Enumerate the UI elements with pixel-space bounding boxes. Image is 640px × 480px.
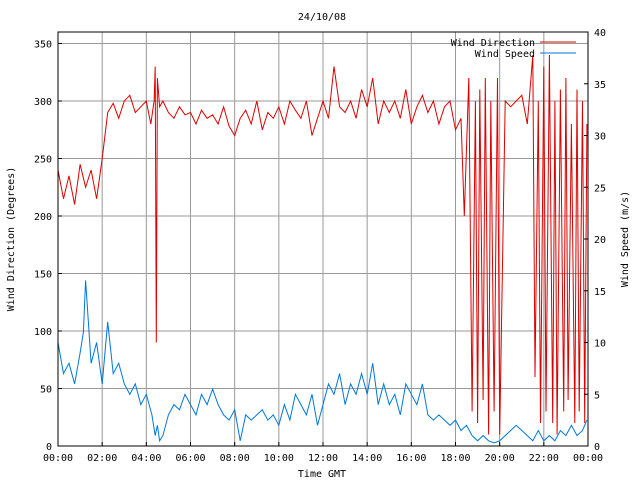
x-tick-label: 06:00 bbox=[175, 453, 205, 464]
y-right-tick-label: 35 bbox=[594, 80, 606, 91]
series-layer bbox=[57, 54, 588, 444]
x-tick-label: 16:00 bbox=[396, 453, 426, 464]
chart-title: 24/10/08 bbox=[298, 12, 346, 23]
x-tick-label: 22:00 bbox=[529, 453, 559, 464]
x-tick-label: 12:00 bbox=[308, 453, 338, 464]
x-tick-label: 02:00 bbox=[87, 453, 117, 464]
x-tick-label: 04:00 bbox=[131, 453, 161, 464]
grid bbox=[58, 32, 588, 446]
legend-label: Wind Speed bbox=[475, 49, 535, 60]
y-axis-left-label: Wind Direction (Degrees) bbox=[6, 167, 17, 312]
y-left-tick-label: 350 bbox=[34, 40, 52, 51]
y-right-tick-label: 0 bbox=[594, 442, 600, 453]
series-line-wind-speed bbox=[57, 280, 588, 444]
y-right-tick-label: 15 bbox=[594, 287, 606, 298]
x-tick-label: 14:00 bbox=[352, 453, 382, 464]
x-tick-label: 10:00 bbox=[264, 453, 294, 464]
y-left-tick-label: 50 bbox=[40, 385, 52, 396]
y-left-tick-label: 200 bbox=[34, 212, 52, 223]
x-tick-label: 00:00 bbox=[573, 453, 603, 464]
y-right-tick-label: 40 bbox=[594, 28, 606, 39]
x-tick-label: 08:00 bbox=[220, 453, 250, 464]
y-right-tick-label: 10 bbox=[594, 339, 606, 350]
y-left-tick-label: 150 bbox=[34, 270, 52, 281]
legend-label: Wind Direction bbox=[451, 38, 535, 49]
y-axis-right-label: Wind Speed (m/s) bbox=[620, 191, 631, 287]
y-left-tick-label: 250 bbox=[34, 155, 52, 166]
axis-ticks: 00:00 02:00 04:00 06:00 08:00 10:00 12:00 14:00… bbox=[34, 28, 606, 464]
y-right-tick-label: 5 bbox=[594, 390, 600, 401]
y-right-tick-label: 25 bbox=[594, 183, 606, 194]
x-tick-label: 18:00 bbox=[440, 453, 470, 464]
series-line-wind-direction bbox=[57, 54, 588, 435]
y-right-tick-label: 30 bbox=[594, 132, 606, 143]
y-right-tick-label: 20 bbox=[594, 235, 606, 246]
x-tick-label: 00:00 bbox=[43, 453, 73, 464]
y-left-tick-label: 300 bbox=[34, 97, 52, 108]
y-left-tick-label: 0 bbox=[46, 442, 52, 453]
x-tick-label: 20:00 bbox=[485, 453, 515, 464]
y-left-tick-label: 100 bbox=[34, 327, 52, 338]
x-axis-label: Time GMT bbox=[298, 469, 346, 480]
